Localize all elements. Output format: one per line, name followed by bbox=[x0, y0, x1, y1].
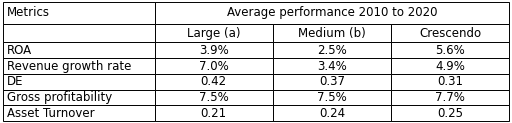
Polygon shape bbox=[391, 74, 509, 90]
Polygon shape bbox=[155, 90, 273, 105]
Text: 3.4%: 3.4% bbox=[317, 60, 347, 73]
Text: 0.42: 0.42 bbox=[201, 75, 227, 88]
Text: ROA: ROA bbox=[7, 44, 32, 57]
Text: Asset Turnover: Asset Turnover bbox=[7, 107, 94, 120]
Polygon shape bbox=[273, 24, 391, 42]
Polygon shape bbox=[391, 24, 509, 42]
Polygon shape bbox=[3, 24, 155, 42]
Polygon shape bbox=[3, 58, 155, 74]
Polygon shape bbox=[391, 42, 509, 58]
Polygon shape bbox=[3, 90, 155, 105]
Polygon shape bbox=[3, 74, 155, 90]
Polygon shape bbox=[273, 58, 391, 74]
Text: 3.9%: 3.9% bbox=[199, 44, 229, 57]
Polygon shape bbox=[391, 90, 509, 105]
Polygon shape bbox=[391, 58, 509, 74]
Text: Revenue growth rate: Revenue growth rate bbox=[7, 60, 131, 73]
Polygon shape bbox=[273, 90, 391, 105]
Polygon shape bbox=[155, 105, 273, 121]
Polygon shape bbox=[391, 105, 509, 121]
Text: DE: DE bbox=[7, 75, 23, 88]
Text: Medium (b): Medium (b) bbox=[298, 27, 366, 40]
Text: 7.5%: 7.5% bbox=[199, 91, 229, 104]
Polygon shape bbox=[155, 24, 273, 42]
Text: 4.9%: 4.9% bbox=[435, 60, 465, 73]
Text: 0.37: 0.37 bbox=[319, 75, 345, 88]
Text: 2.5%: 2.5% bbox=[317, 44, 347, 57]
Polygon shape bbox=[273, 74, 391, 90]
Text: Large (a): Large (a) bbox=[187, 27, 241, 40]
Text: 0.25: 0.25 bbox=[437, 107, 463, 120]
Polygon shape bbox=[155, 58, 273, 74]
Text: Metrics: Metrics bbox=[7, 6, 50, 19]
Polygon shape bbox=[155, 42, 273, 58]
Polygon shape bbox=[3, 2, 155, 24]
Text: Crescendo: Crescendo bbox=[419, 27, 481, 40]
Polygon shape bbox=[273, 105, 391, 121]
Text: 0.21: 0.21 bbox=[201, 107, 227, 120]
Text: 7.5%: 7.5% bbox=[317, 91, 347, 104]
Text: 0.31: 0.31 bbox=[437, 75, 463, 88]
Text: 7.0%: 7.0% bbox=[199, 60, 229, 73]
Text: 0.24: 0.24 bbox=[319, 107, 345, 120]
Polygon shape bbox=[155, 2, 509, 24]
Polygon shape bbox=[3, 42, 155, 58]
Polygon shape bbox=[273, 42, 391, 58]
Polygon shape bbox=[3, 105, 155, 121]
Text: 5.6%: 5.6% bbox=[435, 44, 465, 57]
Text: Average performance 2010 to 2020: Average performance 2010 to 2020 bbox=[227, 6, 437, 19]
Polygon shape bbox=[155, 74, 273, 90]
Text: 7.7%: 7.7% bbox=[435, 91, 465, 104]
Text: Gross profitability: Gross profitability bbox=[7, 91, 112, 104]
